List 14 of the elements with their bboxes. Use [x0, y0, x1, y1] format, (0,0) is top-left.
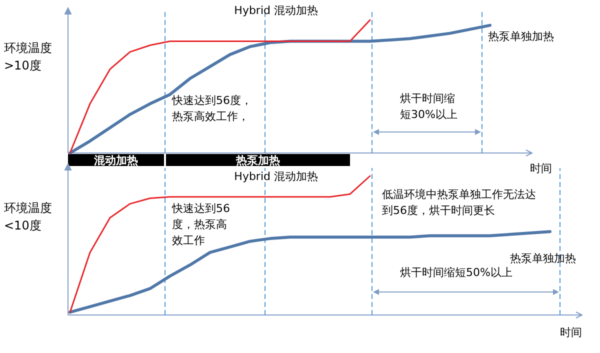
- x-axis-title: 时间: [530, 162, 552, 175]
- y-axis-title: 环境温度 <10度: [4, 201, 52, 232]
- annotation: 低温环境中热泵单独工作无法达到56度，烘干时间更长: [382, 188, 536, 217]
- series-label: 热泵单独加热: [510, 252, 576, 265]
- annotation: 快速达到56度，热泵高效工作: [171, 202, 230, 247]
- y-axis-title: 环境温度 >10度: [4, 41, 52, 72]
- annotation: 烘干时间缩短50%以上: [400, 266, 512, 279]
- series-label: 热泵单独加热: [488, 30, 554, 43]
- text: Hybrid 混动加热: [234, 4, 318, 17]
- x-axis-title: 时间: [560, 326, 582, 339]
- text: 混动加热: [93, 154, 138, 167]
- annotation: 快速达到56度，热泵高效工作，: [171, 94, 252, 123]
- annotation: 烘干时间缩短30%以上: [400, 92, 458, 121]
- text: 热泵加热: [235, 154, 280, 167]
